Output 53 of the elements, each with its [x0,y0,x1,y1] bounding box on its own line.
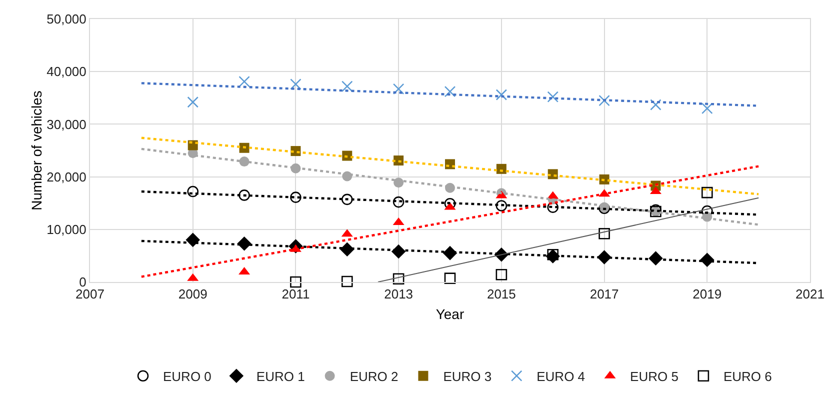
point [341,194,353,206]
y-axis-title: Number of vehicles [28,90,45,210]
y-tick-label: 50,000 [46,12,86,27]
legend-label: EURO 5 [630,368,678,384]
point [496,164,506,174]
y-tick-label: 40,000 [46,64,86,80]
legend-label: EURO 3 [443,368,492,384]
point [496,89,508,100]
point [238,76,250,88]
point [290,276,302,288]
point [394,178,404,188]
legend-label: EURO 4 [536,368,586,384]
y-tick-label: 10,000 [46,222,86,237]
point [547,91,559,102]
point [496,200,508,212]
point [341,276,353,288]
point [598,94,610,106]
point [238,190,250,201]
x-axis-title: Year [436,306,464,322]
point [599,174,610,184]
point [341,80,353,92]
x-tick-label: 2015 [486,286,516,302]
point [342,150,352,161]
y-tick-label: 20,000 [46,169,86,184]
point [701,102,713,114]
point [444,86,456,98]
legend-label: EURO 0 [163,368,212,384]
x-tick-label: 2011 [282,286,310,302]
point [444,272,456,284]
point [187,186,199,198]
point [239,142,250,153]
point [392,83,404,95]
legend-label: EURO 6 [723,368,772,384]
point [701,186,713,198]
legend-label: EURO 2 [350,368,398,384]
x-tick-label: 2019 [692,286,722,302]
x-tick-label: 2013 [384,286,414,302]
point [547,249,559,260]
point [392,273,404,284]
point [598,228,610,240]
x-tick-label: 2017 [590,286,619,302]
point [648,251,663,266]
y-tick-label: 30,000 [46,116,86,132]
legend-label: EURO 1 [256,368,305,384]
point [290,192,302,203]
x-tick-label: 2009 [178,286,208,302]
point [392,196,404,208]
point [290,78,302,90]
point [442,246,458,260]
x-tick-label: 2021 [796,286,824,302]
point [650,99,662,110]
point [187,96,199,108]
point [496,268,508,280]
